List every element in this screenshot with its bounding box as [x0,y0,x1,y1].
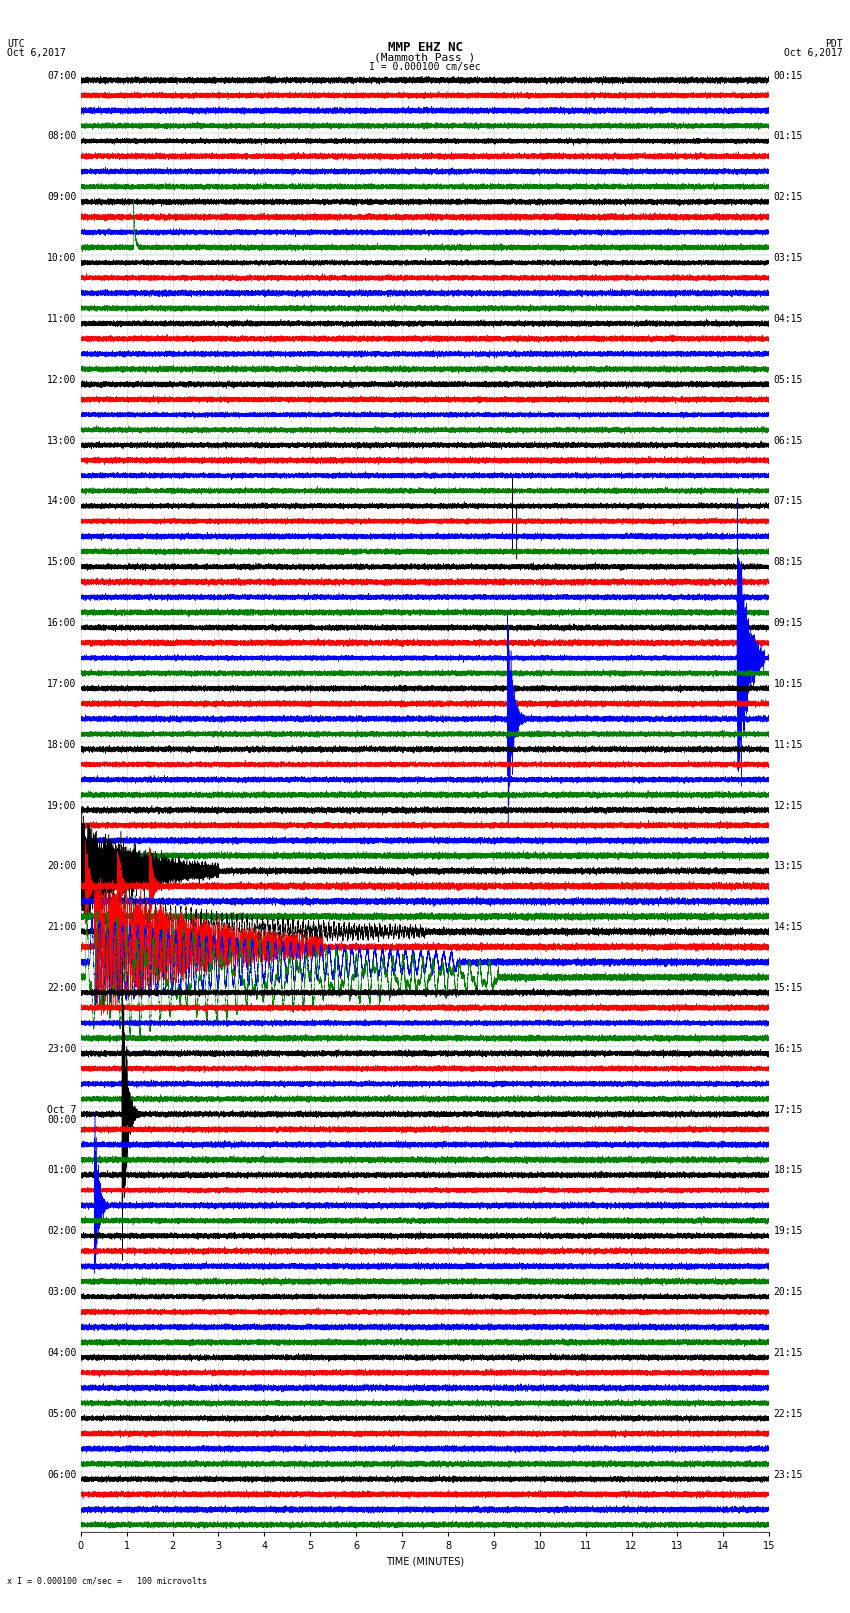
Text: Oct 6,2017: Oct 6,2017 [785,48,843,58]
Text: 03:00: 03:00 [47,1287,76,1297]
Text: 15:15: 15:15 [774,982,803,994]
Text: 19:00: 19:00 [47,800,76,810]
Text: 01:00: 01:00 [47,1166,76,1176]
Text: 02:15: 02:15 [774,192,803,202]
Text: 12:00: 12:00 [47,374,76,386]
Text: 07:00: 07:00 [47,71,76,81]
Text: 20:15: 20:15 [774,1287,803,1297]
Text: 15:00: 15:00 [47,556,76,568]
Text: 13:00: 13:00 [47,436,76,445]
Text: 09:15: 09:15 [774,618,803,627]
Text: 04:00: 04:00 [47,1348,76,1358]
Text: 10:15: 10:15 [774,679,803,689]
Text: 16:00: 16:00 [47,618,76,627]
Text: 00:00: 00:00 [47,1115,76,1124]
Text: 18:00: 18:00 [47,740,76,750]
Text: 14:00: 14:00 [47,497,76,506]
Text: 21:00: 21:00 [47,923,76,932]
Text: Oct 6,2017: Oct 6,2017 [7,48,65,58]
Text: 01:15: 01:15 [774,131,803,142]
Text: 09:00: 09:00 [47,192,76,202]
Text: 05:15: 05:15 [774,374,803,386]
Text: 20:00: 20:00 [47,861,76,871]
Text: 17:15: 17:15 [774,1105,803,1115]
Text: 11:00: 11:00 [47,315,76,324]
Text: 02:00: 02:00 [47,1226,76,1236]
Text: (Mammoth Pass ): (Mammoth Pass ) [374,52,476,63]
Text: 17:00: 17:00 [47,679,76,689]
Text: 00:15: 00:15 [774,71,803,81]
Text: 12:15: 12:15 [774,800,803,810]
Text: Oct 7: Oct 7 [47,1105,76,1115]
Text: PDT: PDT [825,39,843,48]
Text: 07:15: 07:15 [774,497,803,506]
Text: 22:15: 22:15 [774,1408,803,1419]
Text: x I = 0.000100 cm/sec =   100 microvolts: x I = 0.000100 cm/sec = 100 microvolts [7,1576,207,1586]
Text: 11:15: 11:15 [774,740,803,750]
Text: 23:15: 23:15 [774,1469,803,1479]
Text: 05:00: 05:00 [47,1408,76,1419]
X-axis label: TIME (MINUTES): TIME (MINUTES) [386,1557,464,1566]
Text: I = 0.000100 cm/sec: I = 0.000100 cm/sec [369,61,481,73]
Text: 03:15: 03:15 [774,253,803,263]
Text: UTC: UTC [7,39,25,48]
Text: 14:15: 14:15 [774,923,803,932]
Text: 13:15: 13:15 [774,861,803,871]
Text: 22:00: 22:00 [47,982,76,994]
Text: 06:15: 06:15 [774,436,803,445]
Text: 23:00: 23:00 [47,1044,76,1053]
Text: 18:15: 18:15 [774,1166,803,1176]
Text: 10:00: 10:00 [47,253,76,263]
Text: 16:15: 16:15 [774,1044,803,1053]
Text: MMP EHZ NC: MMP EHZ NC [388,40,462,55]
Text: 06:00: 06:00 [47,1469,76,1479]
Text: 08:00: 08:00 [47,131,76,142]
Text: 21:15: 21:15 [774,1348,803,1358]
Text: 19:15: 19:15 [774,1226,803,1236]
Text: 04:15: 04:15 [774,315,803,324]
Text: 08:15: 08:15 [774,556,803,568]
